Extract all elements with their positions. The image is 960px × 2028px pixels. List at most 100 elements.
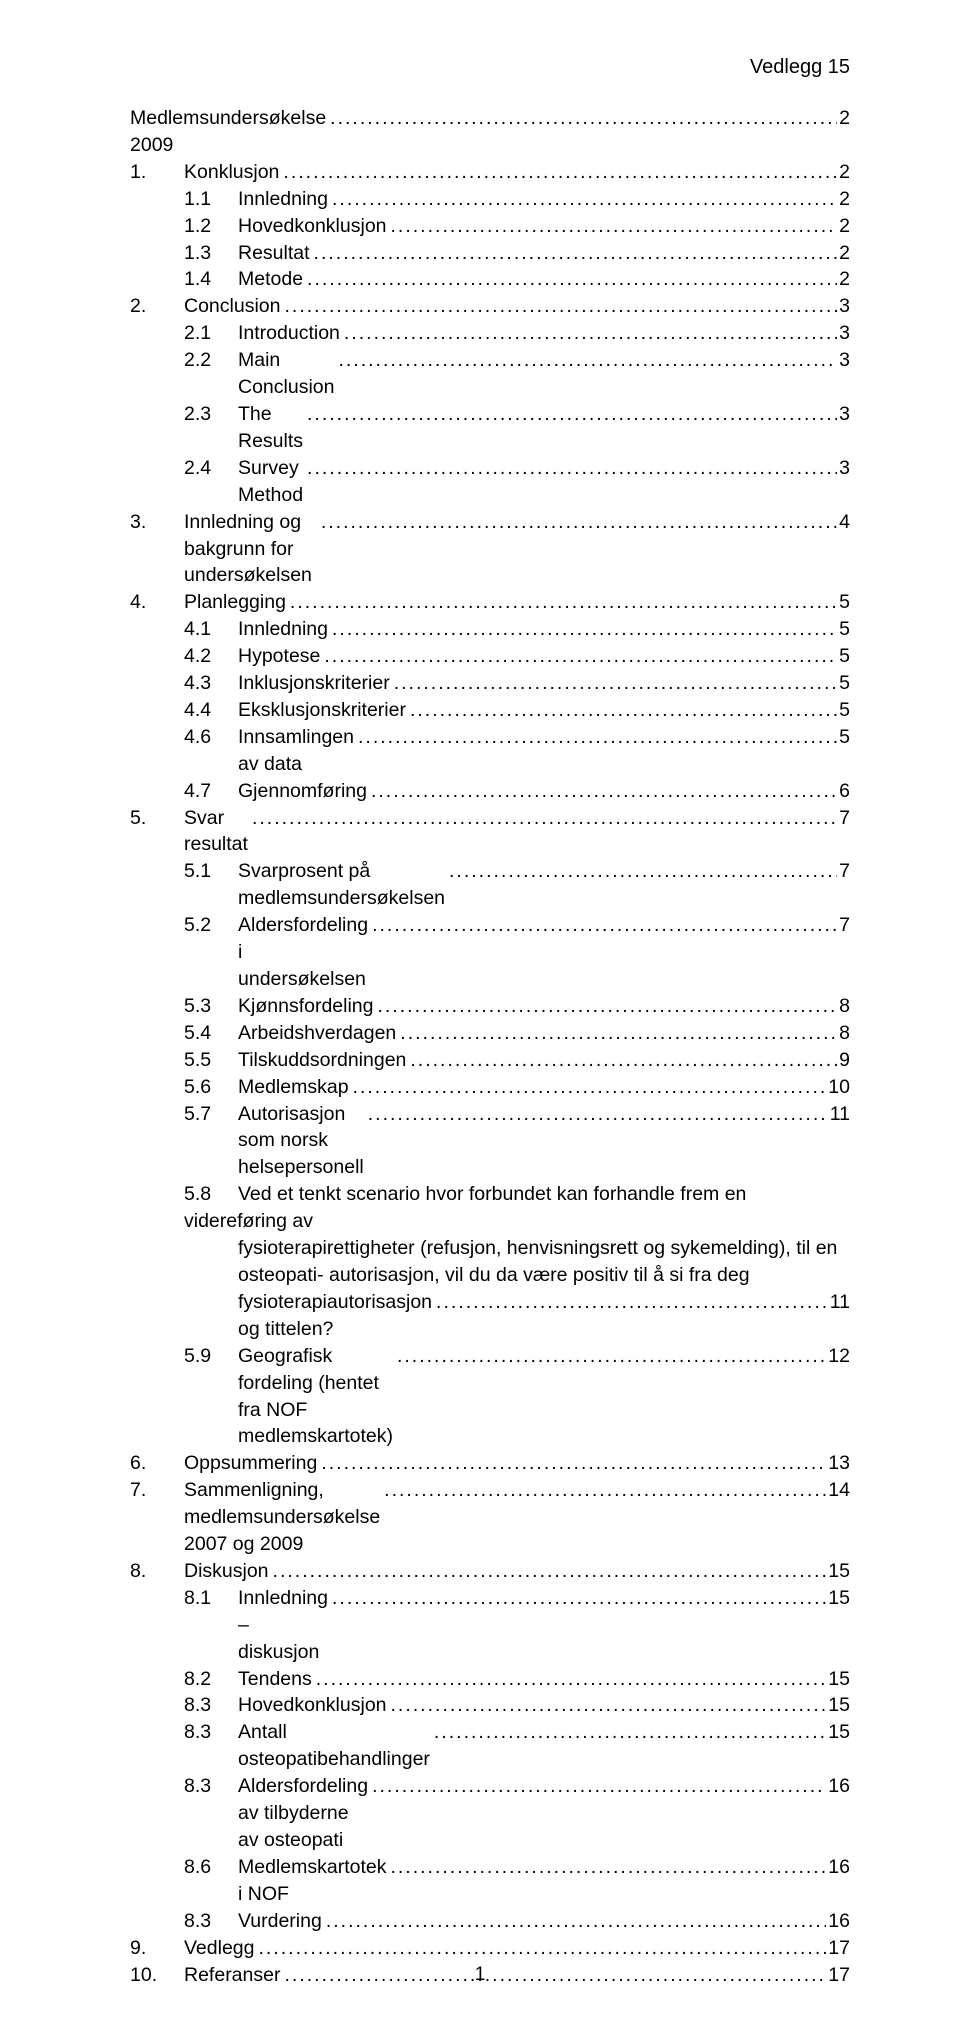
toc-leader-dots [322, 1908, 826, 1935]
toc-leader-dots [445, 858, 837, 885]
toc-leader-dots [280, 293, 837, 320]
toc-entry-number: 1.1 [184, 186, 238, 213]
attachment-label: Vedlegg 15 [130, 56, 850, 79]
toc-leader-dots [387, 213, 838, 240]
toc-entry: 1.Konklusjon2 [130, 159, 850, 186]
toc-entry-title: Tilskuddsordningen [238, 1047, 406, 1074]
toc-entry-page: 3 [837, 401, 850, 428]
toc-entry-number: 1. [130, 159, 184, 186]
toc-entry: 5.3Kjønnsfordeling8 [130, 993, 850, 1020]
toc-entry: 4.4Eksklusjonskriterier5 [130, 697, 850, 724]
toc-entry-number: 5.9 [184, 1343, 238, 1370]
toc-entry-page: 6 [837, 778, 850, 805]
toc-entry-number: 8.2 [184, 1666, 238, 1693]
toc-entry-title: Gjennomføring [238, 778, 367, 805]
toc-leader-dots [396, 1020, 837, 1047]
toc-entry-title: Conclusion [184, 293, 280, 320]
toc-entry-number: 5.4 [184, 1020, 238, 1047]
toc-entry-title: Geografisk fordeling (hentet fra NOF med… [238, 1343, 393, 1451]
toc-leader-dots [279, 159, 837, 186]
toc-entry-page: 16 [826, 1908, 850, 1935]
toc-entry-page: 3 [837, 455, 850, 482]
toc-entry: 5.4Arbeidshverdagen8 [130, 1020, 850, 1047]
toc-entry: 4.7Gjennomføring6 [130, 778, 850, 805]
toc-entry-page: 2 [837, 186, 850, 213]
toc-entry-number: 6. [130, 1450, 184, 1477]
toc-entry-title: Ved et tenkt scenario hvor forbundet kan… [184, 1183, 746, 1232]
toc-entry-number: 8.1 [184, 1585, 238, 1612]
toc-entry: 8.3Hovedkonklusjon15 [130, 1692, 850, 1719]
toc-entry-number: 8.3 [184, 1773, 238, 1800]
toc-entry-page: 8 [837, 993, 850, 1020]
toc-entry-title: Oppsummering [184, 1450, 317, 1477]
toc-entry-title: Diskusjon [184, 1558, 269, 1585]
toc-entry-title: Kjønnsfordeling [238, 993, 374, 1020]
toc-entry-number: 5.8 [184, 1181, 238, 1208]
toc-leader-dots [320, 643, 837, 670]
toc-entry: 2.1Introduction3 [130, 320, 850, 347]
toc-leader-dots [255, 1935, 827, 1962]
toc-leader-dots [317, 1450, 826, 1477]
toc-entry-title: Innledning [238, 186, 328, 213]
toc-entry-page: 15 [826, 1719, 850, 1746]
toc-entry: 2.4Survey Method3 [130, 455, 850, 509]
toc-entry-number: 1.3 [184, 240, 238, 267]
toc-entry: 3.Innledning og bakgrunn for undersøkels… [130, 509, 850, 590]
toc-entry-title: Main Conclusion [238, 347, 334, 401]
toc-leader-dots [317, 509, 837, 536]
toc-entry-number: 8.3 [184, 1908, 238, 1935]
toc-entry: 8.1Innledning – diskusjon15 [130, 1585, 850, 1666]
toc-leader-dots [367, 778, 837, 805]
toc-leader-dots [406, 1047, 837, 1074]
toc-entry-page: 9 [837, 1047, 850, 1074]
toc-entry-number: 4. [130, 589, 184, 616]
toc-entry-title: Inklusjonskriterier [238, 670, 390, 697]
toc-entry: 1.1Innledning 2 [130, 186, 850, 213]
toc-entry-number: 4.4 [184, 697, 238, 724]
toc-entry-number: 2. [130, 293, 184, 320]
toc-entry-number: 3. [130, 509, 184, 536]
toc-entry-page: 8 [837, 1020, 850, 1047]
toc-entry-number: 5. [130, 805, 184, 832]
toc-entry-title: Innledning [238, 616, 328, 643]
toc-entry-page: 15 [826, 1585, 850, 1612]
toc-entry-page: 13 [826, 1450, 850, 1477]
toc-entry-title: Aldersfordeling av tilbyderne av osteopa… [238, 1773, 368, 1854]
toc-leader-dots [380, 1477, 826, 1504]
toc-entry-page: 5 [837, 643, 850, 670]
toc-entry-page: 7 [837, 805, 850, 832]
toc-entry-page: 5 [837, 589, 850, 616]
toc-leader-dots [326, 105, 837, 132]
toc-entry-number: 2.3 [184, 401, 238, 428]
toc-entry-number: 2.2 [184, 347, 238, 374]
toc-entry: 5.8Ved et tenkt scenario hvor forbundet … [130, 1181, 850, 1342]
toc-entry-title: fysioterapiautorisasjon og tittelen? [238, 1289, 432, 1343]
toc-entry-line: fysioterapirettigheter (refusjon, henvis… [184, 1235, 850, 1262]
toc-entry-number: 5.2 [184, 912, 238, 939]
toc-entry: 5.Svar resultat7 [130, 805, 850, 859]
toc-entry: 8.2Tendens15 [130, 1666, 850, 1693]
toc-leader-dots [406, 697, 837, 724]
toc-leader-dots [303, 266, 837, 293]
toc-entry-number: 2.4 [184, 455, 238, 482]
toc-entry-number: 1.4 [184, 266, 238, 293]
toc-leader-dots [387, 1692, 827, 1719]
toc-entry-page: 11 [828, 1289, 850, 1316]
toc-entry: 4.Planlegging5 [130, 589, 850, 616]
toc-entry: 6.Oppsummering 13 [130, 1450, 850, 1477]
document-page: Vedlegg 15 Medlemsundersøkelse 200921.Ko… [0, 0, 960, 2028]
toc-entry-title: Sammenligning, medlemsundersøkelse 2007 … [184, 1477, 380, 1558]
toc-entry: 4.1Innledning5 [130, 616, 850, 643]
toc-entry-number: 4.6 [184, 724, 238, 751]
toc-leader-dots [328, 186, 837, 213]
toc-leader-dots [432, 1289, 828, 1316]
toc-entry: 2.2Main Conclusion3 [130, 347, 850, 401]
toc-entry-line: 5.8Ved et tenkt scenario hvor forbundet … [184, 1181, 850, 1235]
toc-entry: 1.4Metode2 [130, 266, 850, 293]
toc-entry-page: 3 [837, 293, 850, 320]
toc-entry-page: 5 [837, 616, 850, 643]
toc-entry-title: Antall osteopatibehandlinger [238, 1719, 430, 1773]
toc-leader-dots [368, 912, 837, 939]
toc-entry-title: Innledning og bakgrunn for undersøkelsen [184, 509, 317, 590]
toc-entry-title: Konklusjon [184, 159, 279, 186]
